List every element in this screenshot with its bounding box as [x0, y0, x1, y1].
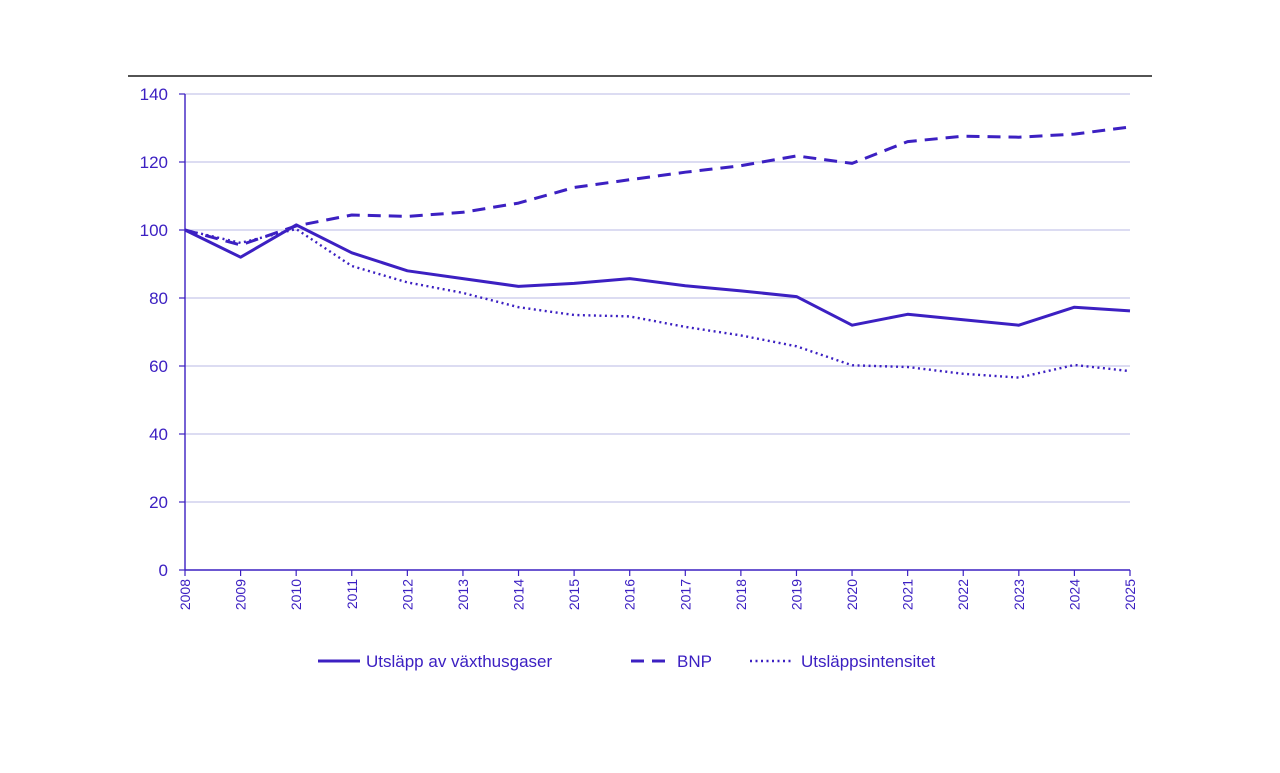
- x-tick-label-2020: 2020: [844, 579, 860, 610]
- series-lines: [184, 125, 1131, 379]
- y-tick-label-60: 60: [149, 357, 168, 376]
- y-tick-label-80: 80: [149, 289, 168, 308]
- y-tick-label-140: 140: [140, 85, 168, 104]
- x-tick-label-2008: 2008: [177, 579, 193, 610]
- x-tick-label-2010: 2010: [288, 579, 304, 610]
- x-tick-label-2012: 2012: [399, 579, 415, 610]
- legend: Utsläpp av växthusgaser BNP Utsläppsintens…: [318, 652, 935, 671]
- gridlines: [185, 93, 1130, 503]
- x-tick-label-2023: 2023: [1011, 579, 1027, 610]
- x-tick-labels: 2008 2009 2010 2011 2012 2013 2014 2015 2016 2017…: [177, 579, 1138, 610]
- x-tick-label-2014: 2014: [511, 579, 527, 610]
- series-line-bnp: [184, 125, 1131, 247]
- series-line-utsläpp-av-växthusgaser: [184, 223, 1131, 327]
- x-tick-label-2017: 2017: [677, 579, 693, 610]
- x-tick-label-2019: 2019: [788, 579, 804, 610]
- y-tick-labels: 0 20 40 60 80 100 120 140: [140, 85, 168, 580]
- series-line-utsläppsintensitet: [184, 227, 1131, 379]
- x-tick-label-2015: 2015: [566, 579, 582, 610]
- x-tick-label-2021: 2021: [900, 579, 916, 610]
- x-tick-label-2024: 2024: [1066, 579, 1082, 610]
- legend-label-2: Utsläppsintensitet: [801, 652, 935, 671]
- y-tick-label-120: 120: [140, 153, 168, 172]
- x-tick-label-2016: 2016: [622, 579, 638, 610]
- legend-label-1: BNP: [677, 652, 712, 671]
- x-tick-label-2009: 2009: [233, 579, 249, 610]
- y-tick-label-20: 20: [149, 493, 168, 512]
- x-tick-label-2018: 2018: [733, 579, 749, 610]
- y-tick-label-0: 0: [159, 561, 168, 580]
- x-tick-label-2025: 2025: [1122, 579, 1138, 610]
- legend-label-0: Utsläpp av växthusgaser: [366, 652, 552, 671]
- y-tick-label-40: 40: [149, 425, 168, 444]
- y-tick-label-100: 100: [140, 221, 168, 240]
- x-tick-label-2022: 2022: [955, 579, 971, 610]
- x-tick-label-2011: 2011: [344, 579, 360, 609]
- x-tick-label-2013: 2013: [455, 579, 471, 610]
- axes: [179, 93, 1131, 576]
